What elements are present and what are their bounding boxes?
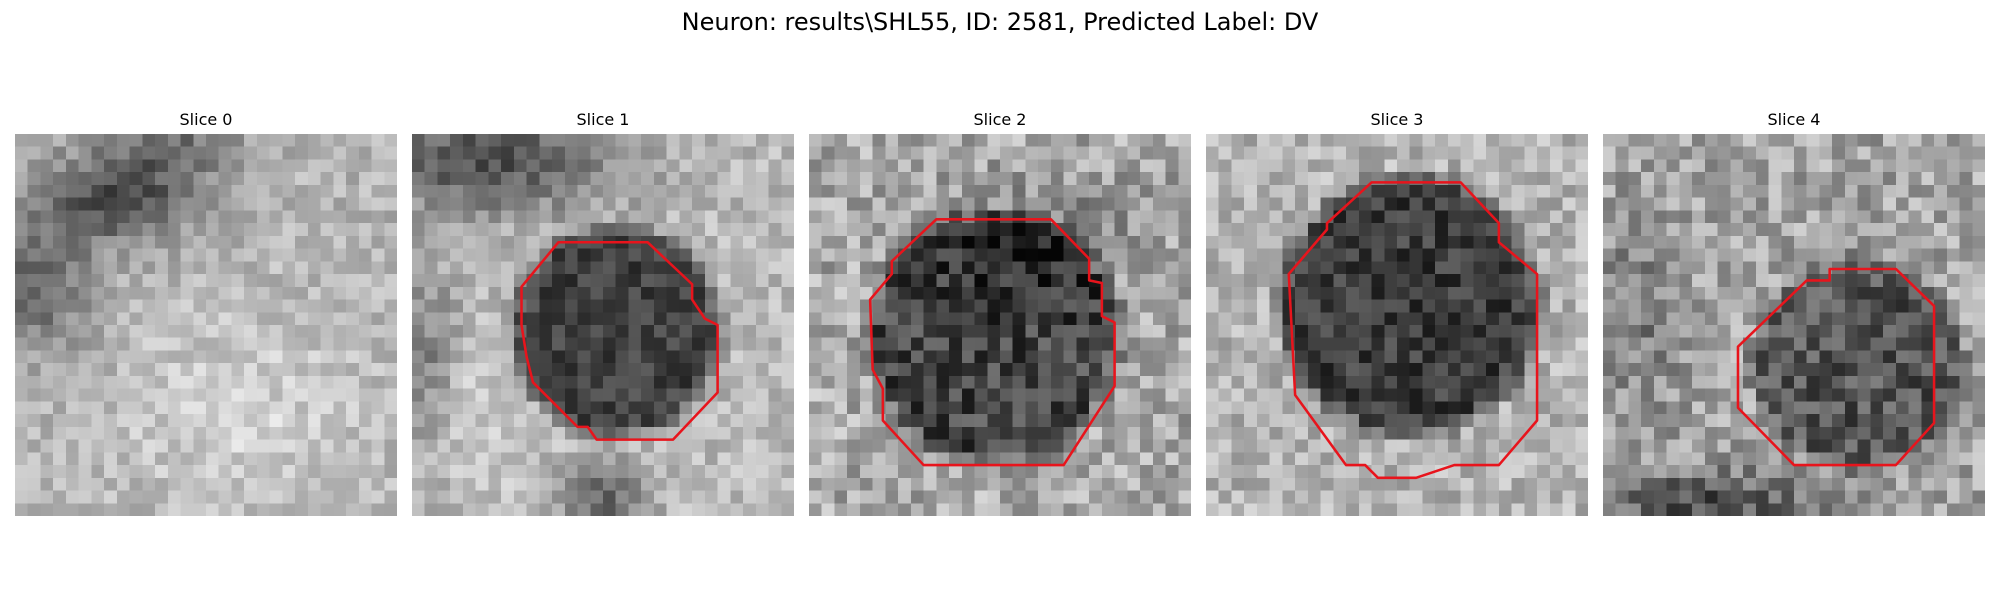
slice-3-title: Slice 3 — [1370, 110, 1424, 129]
slice-1-title: Slice 1 — [576, 110, 630, 129]
slice-3-image — [1206, 134, 1588, 516]
slice-2-image — [809, 134, 1191, 516]
slice-panel-4: Slice 4 — [1603, 110, 1985, 516]
slice-2-contour — [868, 218, 1116, 467]
slice-panel-3: Slice 3 — [1206, 110, 1588, 516]
slice-1-image — [412, 134, 794, 516]
slice-2-title: Slice 2 — [973, 110, 1027, 129]
slice-3-contour — [1287, 181, 1539, 480]
slice-panel-2: Slice 2 — [809, 110, 1191, 516]
slice-0-title: Slice 0 — [179, 110, 233, 129]
slice-panel-1: Slice 1 — [412, 110, 794, 516]
slice-4-image — [1603, 134, 1985, 516]
slice-0-image — [15, 134, 397, 516]
slice-panel-0: Slice 0 — [15, 110, 397, 516]
figure-title: Neuron: results\SHL55, ID: 2581, Predict… — [681, 8, 1319, 36]
slice-1-contour — [520, 240, 719, 441]
slice-4-contour — [1736, 267, 1936, 467]
slice-4-title: Slice 4 — [1767, 110, 1821, 129]
